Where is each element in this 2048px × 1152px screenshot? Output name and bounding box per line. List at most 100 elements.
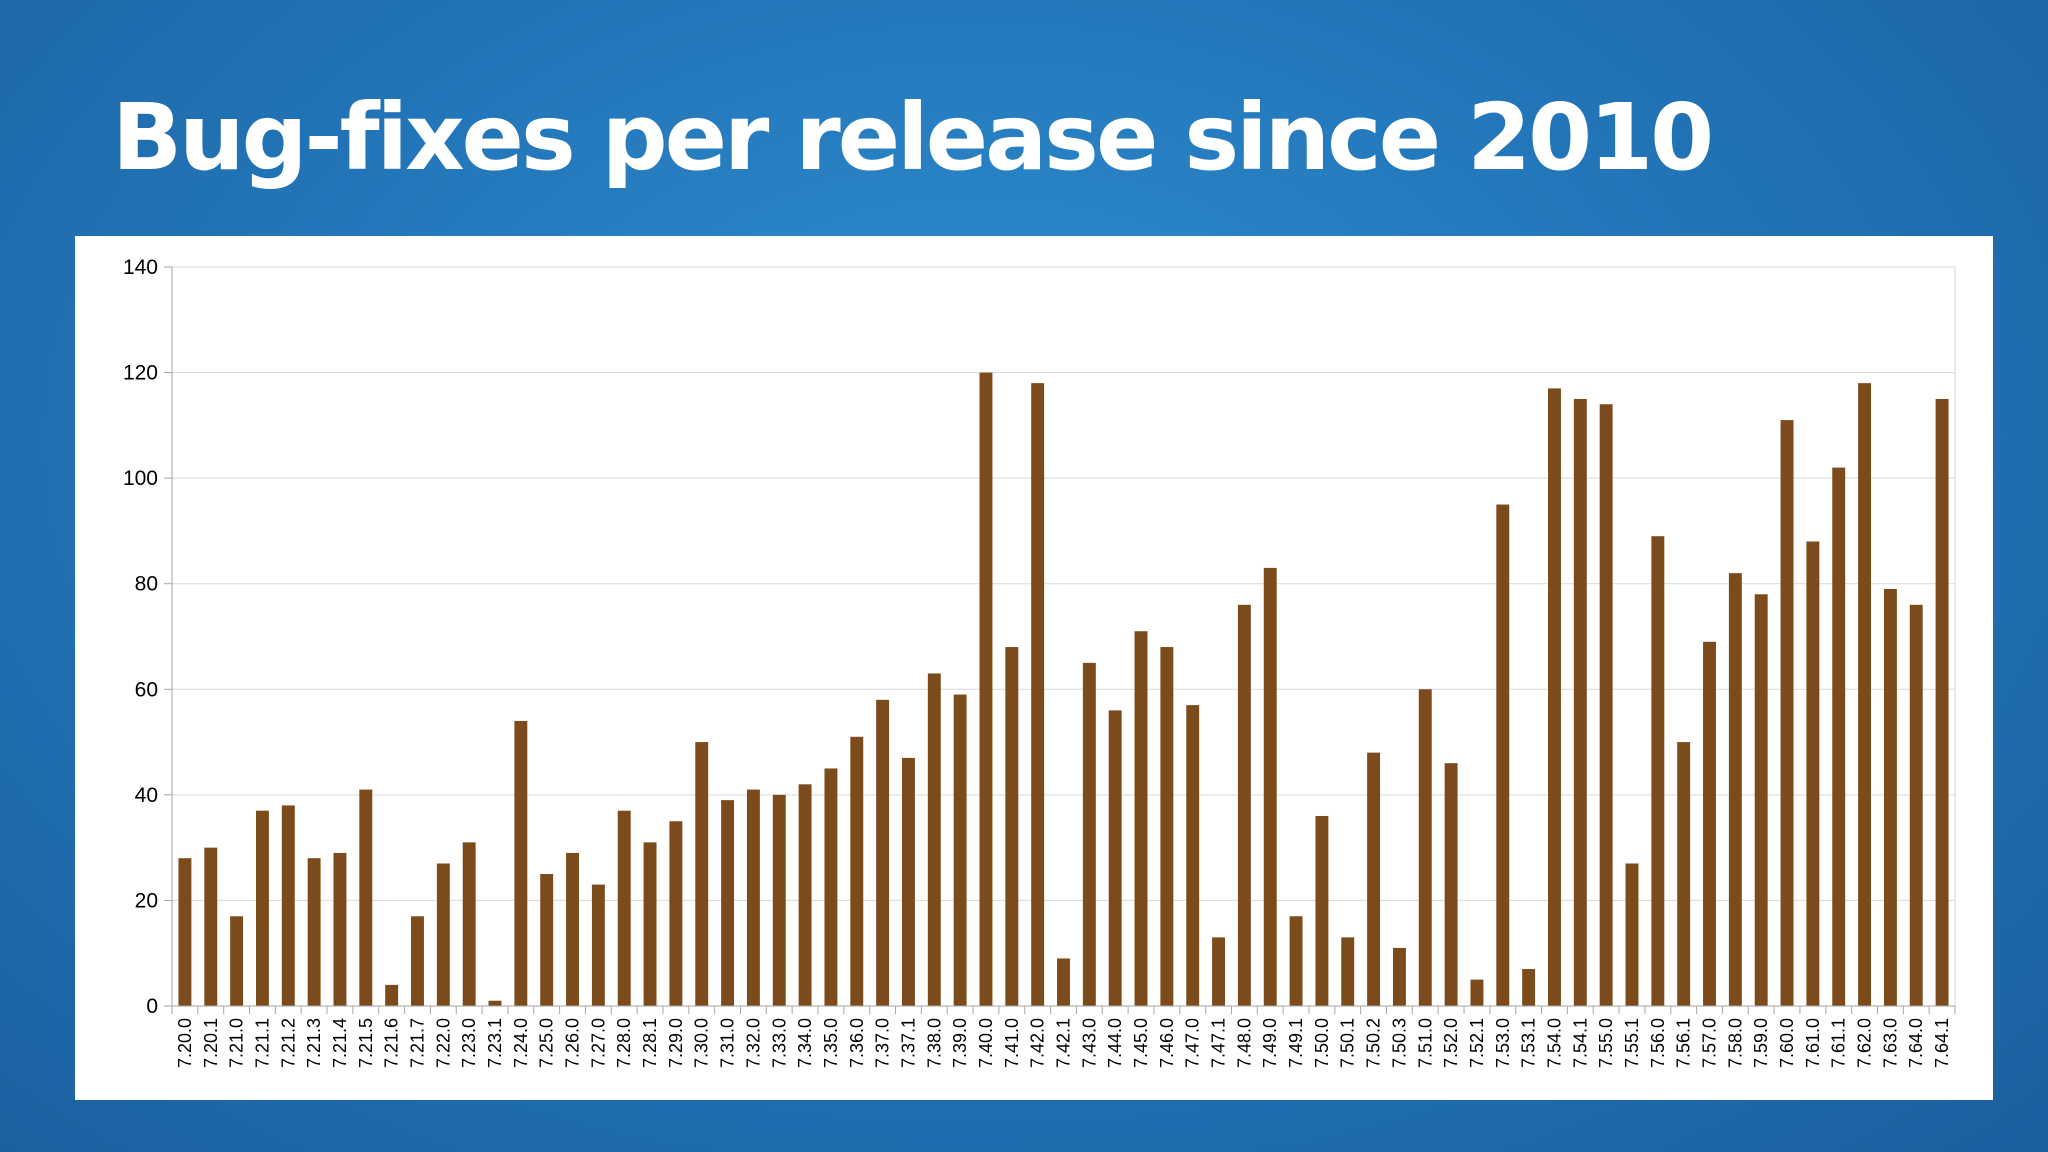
bar [1677,742,1691,1006]
x-tick-label: 7.47.1 [1209,1018,1229,1068]
x-tick-label: 7.53.0 [1493,1018,1513,1068]
x-tick-label: 7.50.3 [1389,1018,1409,1068]
bar [1935,398,1949,1006]
x-tick-label: 7.21.2 [278,1018,298,1068]
x-tick-label: 7.40.0 [976,1018,996,1068]
x-tick-label: 7.43.0 [1079,1018,1099,1068]
x-tick-label: 7.56.0 [1648,1018,1668,1068]
bar [1134,631,1148,1006]
y-tick-label: 120 [123,362,158,385]
x-tick-label: 7.35.0 [821,1018,841,1068]
bar [1005,647,1019,1006]
x-tick-label: 7.38.0 [924,1018,944,1068]
bar [798,784,812,1006]
x-tick-label: 7.21.4 [330,1018,350,1068]
bar [1754,594,1768,1006]
x-tick-label: 7.31.0 [718,1018,738,1068]
bar [462,842,476,1006]
x-tick-label: 7.58.0 [1725,1018,1745,1068]
y-tick-label: 80 [135,573,158,596]
x-axis-ticks: 7.20.0 7.20.1 7.21.0 7.21.1 7.21.2 7.21.3 7.21… [171,1006,1956,1068]
y-tick-label: 20 [135,889,158,912]
bar [721,800,735,1006]
bar [1496,504,1510,1006]
bar [1548,388,1561,1006]
bar [1108,710,1122,1006]
bars [178,372,1949,1007]
x-tick-label: 7.21.5 [356,1018,376,1068]
x-tick-label: 7.23.0 [459,1018,479,1068]
bar [1728,573,1742,1006]
x-tick-label: 7.60.0 [1777,1018,1797,1068]
bar [1599,404,1613,1006]
x-tick-label: 7.54.0 [1544,1018,1564,1068]
bar [1703,641,1716,1006]
bar [359,789,373,1006]
x-tick-label: 7.52.1 [1467,1018,1487,1068]
x-tick-label: 7.47.0 [1183,1018,1203,1068]
x-tick-label: 7.42.1 [1054,1018,1074,1068]
x-tick-label: 7.55.1 [1622,1018,1642,1068]
bar [1160,647,1174,1006]
x-tick-label: 7.21.1 [252,1018,272,1068]
bar [436,863,450,1006]
bar [488,1000,502,1006]
x-tick-label: 7.62.0 [1855,1018,1875,1068]
x-tick-label: 7.25.0 [537,1018,557,1068]
x-tick-label: 7.33.0 [769,1018,789,1068]
x-tick-label: 7.50.0 [1312,1018,1332,1068]
x-tick-label: 7.41.0 [1002,1018,1022,1068]
x-tick-label: 7.36.0 [847,1018,867,1068]
x-tick-label: 7.55.0 [1596,1018,1616,1068]
x-tick-label: 7.45.0 [1131,1018,1151,1068]
x-tick-label: 7.46.0 [1157,1018,1177,1068]
bar [1780,420,1794,1006]
bar [1883,588,1897,1006]
x-tick-label: 7.29.0 [666,1018,686,1068]
bar [1625,863,1639,1006]
bar [643,842,657,1006]
x-tick-label: 7.20.1 [201,1018,221,1068]
bar [307,858,321,1006]
bar [617,810,631,1006]
bar [540,874,554,1006]
bar [230,916,244,1006]
x-tick-label: 7.50.2 [1364,1018,1384,1068]
y-tick-label: 0 [146,995,158,1018]
bar [1315,815,1329,1006]
x-tick-label: 7.56.1 [1674,1018,1694,1068]
x-tick-label: 7.26.0 [563,1018,583,1068]
x-tick-label: 7.54.1 [1570,1018,1590,1068]
bar [1392,947,1406,1006]
x-tick-label: 7.24.0 [511,1018,531,1068]
x-tick-label: 7.51.0 [1415,1018,1435,1068]
x-tick-label: 7.42.0 [1028,1018,1048,1068]
x-tick-label: 7.34.0 [795,1018,815,1068]
x-tick-label: 7.61.1 [1829,1018,1849,1068]
x-tick-label: 7.44.0 [1105,1018,1125,1068]
bar [1858,383,1872,1007]
bar [850,736,864,1006]
bar [876,699,890,1006]
x-tick-label: 7.23.1 [485,1018,505,1068]
bar [1263,567,1277,1006]
x-tick-label: 7.59.0 [1751,1018,1771,1068]
bar [591,884,605,1006]
y-tick-label: 40 [135,784,158,807]
x-tick-label: 7.30.0 [692,1018,712,1068]
bar [1909,604,1923,1006]
x-tick-label: 7.32.0 [743,1018,763,1068]
bar [979,372,993,1006]
x-tick-label: 7.39.0 [950,1018,970,1068]
x-tick-label: 7.61.0 [1803,1018,1823,1068]
bar [385,984,399,1006]
bar [1418,689,1432,1006]
y-axis-ticks: 0 20 40 60 80 100 120 140 [123,256,172,1018]
x-tick-label: 7.21.7 [407,1018,427,1068]
bar [1573,398,1587,1006]
y-tick-label: 60 [135,678,158,701]
x-tick-label: 7.37.1 [898,1018,918,1068]
bar [255,810,269,1006]
bar [1289,916,1303,1006]
x-tick-label: 7.28.1 [640,1018,660,1068]
